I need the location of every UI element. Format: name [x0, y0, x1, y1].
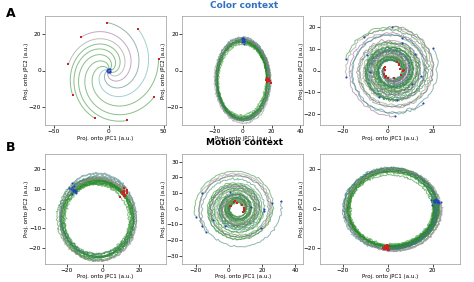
- Text: Color context: Color context: [210, 1, 278, 10]
- Y-axis label: Proj. onto jPC2 (a.u.): Proj. onto jPC2 (a.u.): [161, 42, 166, 99]
- X-axis label: Proj. onto jPC1 (a.u.): Proj. onto jPC1 (a.u.): [215, 136, 271, 141]
- Text: A: A: [6, 7, 15, 20]
- Y-axis label: Proj. onto jPC2 (a.u.): Proj. onto jPC2 (a.u.): [299, 180, 304, 237]
- Y-axis label: Proj. onto jPC2 (a.u.): Proj. onto jPC2 (a.u.): [161, 180, 166, 237]
- Text: B: B: [6, 141, 15, 154]
- Text: Motion context: Motion context: [206, 138, 283, 147]
- X-axis label: Proj. onto jPC1 (a.u.): Proj. onto jPC1 (a.u.): [77, 136, 134, 141]
- Y-axis label: Proj. onto jPC2 (a.u.): Proj. onto jPC2 (a.u.): [299, 42, 304, 99]
- X-axis label: Proj. onto jPC1 (a.u.): Proj. onto jPC1 (a.u.): [362, 274, 418, 279]
- Y-axis label: Proj. onto jPC2 (a.u.): Proj. onto jPC2 (a.u.): [24, 180, 29, 237]
- X-axis label: Proj. onto jPC1 (a.u.): Proj. onto jPC1 (a.u.): [77, 274, 134, 279]
- X-axis label: Proj. onto jPC1 (a.u.): Proj. onto jPC1 (a.u.): [362, 136, 418, 141]
- Y-axis label: Proj. onto jPC2 (a.u.): Proj. onto jPC2 (a.u.): [24, 42, 29, 99]
- X-axis label: Proj. onto jPC1 (a.u.): Proj. onto jPC1 (a.u.): [215, 274, 271, 279]
